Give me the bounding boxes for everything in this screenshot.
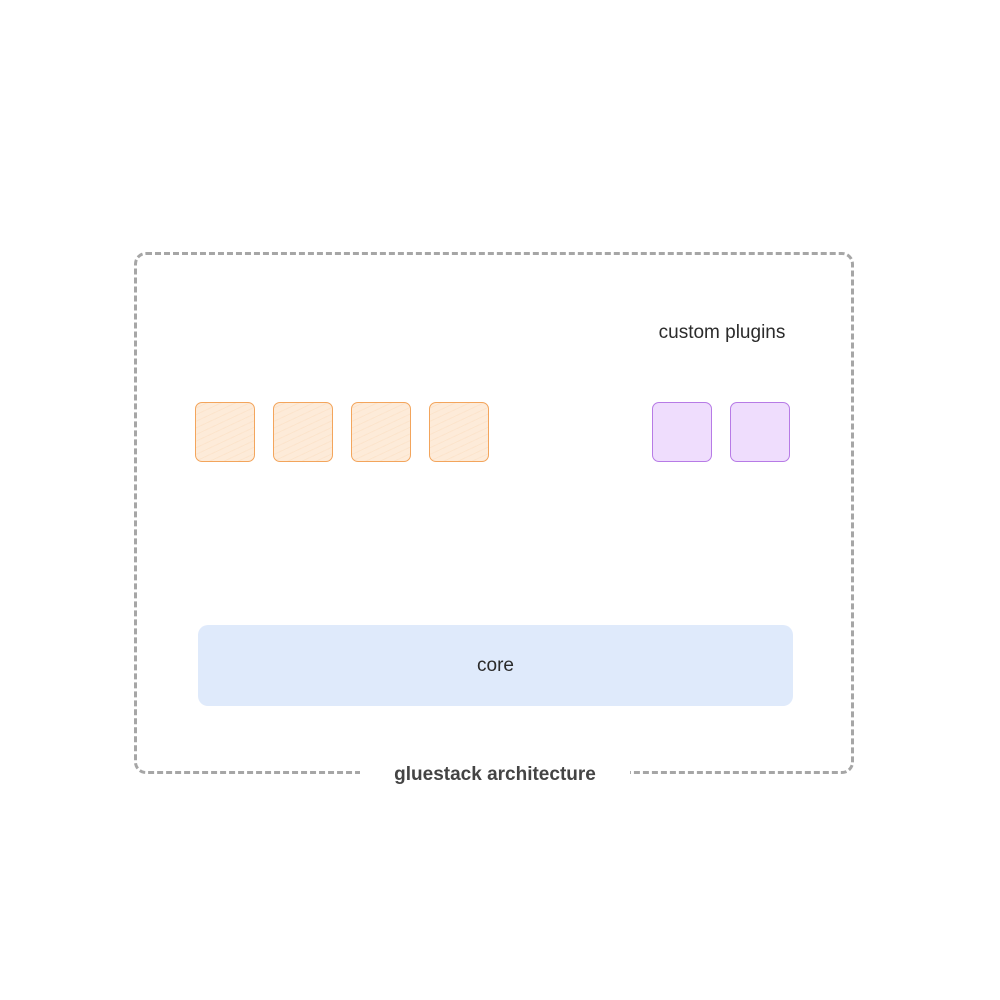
diagram-caption: gluestack architecture bbox=[360, 760, 630, 790]
custom-plugin-tile bbox=[730, 402, 790, 462]
custom-plugins-label: custom plugins bbox=[658, 322, 786, 343]
custom-plugin-tile bbox=[652, 402, 712, 462]
plugin-tile bbox=[273, 402, 333, 462]
plugin-tile bbox=[195, 402, 255, 462]
core-box: core bbox=[198, 625, 793, 706]
plugin-tile bbox=[429, 402, 489, 462]
plugin-tile bbox=[351, 402, 411, 462]
